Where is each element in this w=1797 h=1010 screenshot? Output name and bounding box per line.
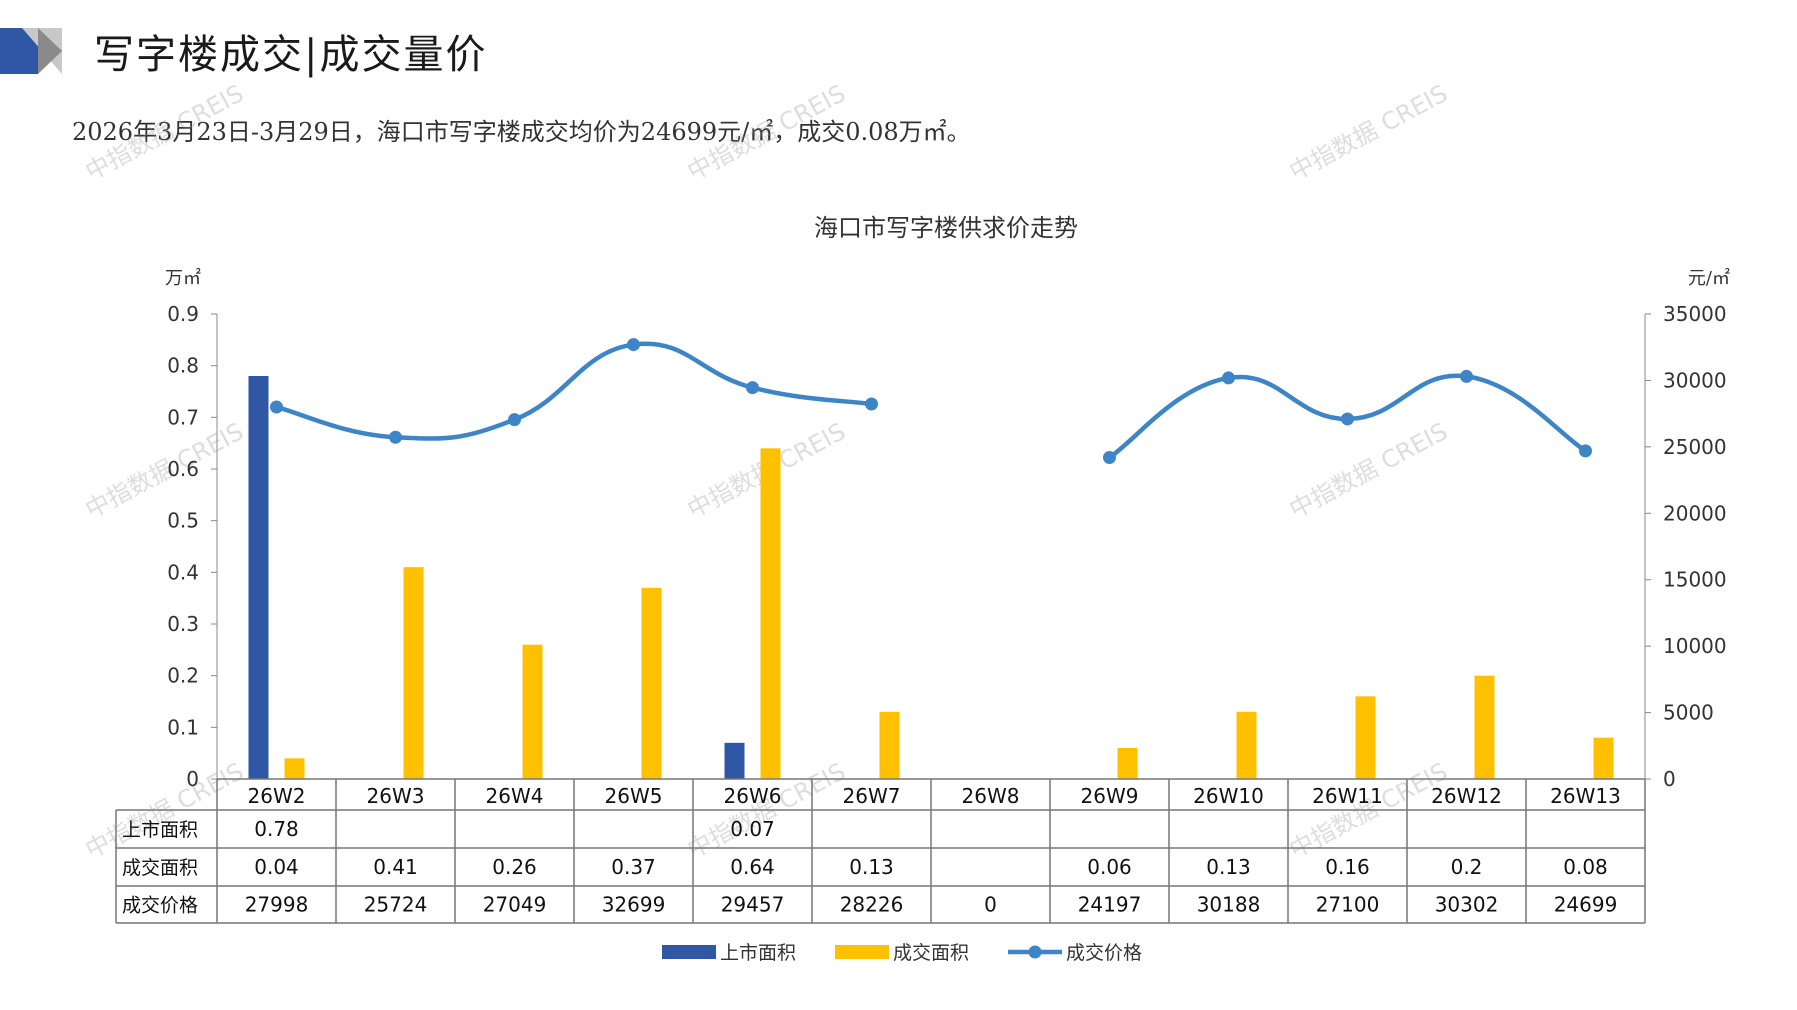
table-category-label: 26W4	[486, 784, 544, 808]
price-point	[1460, 369, 1473, 383]
price-point	[508, 413, 521, 427]
table-cell-value: 30302	[1435, 893, 1499, 917]
y-right-tick-label: 35000	[1663, 302, 1727, 326]
price-point	[865, 397, 878, 411]
table-cell-value: 30188	[1197, 893, 1261, 917]
table-category-label: 26W2	[248, 784, 306, 808]
y-left-tick-label: 0.4	[167, 560, 199, 584]
table-cell-value: 0.07	[730, 817, 775, 841]
y-left-tick-label: 0.7	[167, 405, 199, 429]
table-category-label: 26W10	[1193, 784, 1264, 808]
table-cell-value: 0.04	[254, 855, 299, 879]
table-row-header: 成交价格	[122, 895, 198, 917]
legend-label: 成交面积	[893, 942, 969, 964]
price-point	[270, 400, 283, 414]
y-left-tick-label: 0.5	[167, 509, 199, 533]
price-line	[274, 341, 874, 441]
table-cell-value: 0.13	[1206, 855, 1251, 879]
price-point	[1103, 451, 1116, 465]
price-point	[627, 338, 640, 352]
bar-listed-area	[724, 742, 745, 779]
table-cell-value: 25724	[364, 893, 428, 917]
table-cell-value: 0.2	[1451, 855, 1483, 879]
price-point	[1341, 412, 1354, 426]
table-cell-value: 0.16	[1325, 855, 1370, 879]
y-right-tick-label: 25000	[1663, 435, 1727, 459]
y-left-tick-label: 0.8	[167, 354, 199, 378]
y-right-tick-label: 15000	[1663, 568, 1727, 592]
y-left-tick-label: 0.9	[167, 302, 199, 326]
price-point	[1222, 371, 1235, 385]
table-cell-value: 24197	[1078, 893, 1142, 917]
bar-traded-area	[522, 644, 543, 779]
y-left-tick-label: 0	[186, 767, 199, 791]
table-cell-value: 0.64	[730, 855, 775, 879]
y-right-tick-label: 10000	[1663, 634, 1727, 658]
bar-traded-area	[1593, 737, 1614, 779]
bar-traded-area	[1117, 748, 1138, 779]
table-cell-value: 27049	[483, 893, 547, 917]
y-left-unit: 万㎡	[165, 267, 201, 289]
y-left-tick-label: 0.1	[167, 715, 199, 739]
table-cell-value: 28226	[840, 893, 904, 917]
price-point	[1579, 444, 1592, 458]
table-category-label: 26W12	[1431, 784, 1502, 808]
table-cell-value: 0.41	[373, 855, 418, 879]
y-left-tick-label: 0.2	[167, 664, 199, 688]
bar-traded-area	[760, 448, 781, 779]
y-left-tick-label: 0.6	[167, 457, 199, 481]
table-cell-value: 0.37	[611, 855, 656, 879]
legend-swatch-price-marker	[1028, 945, 1042, 959]
y-right-unit: 元/㎡	[1688, 267, 1730, 289]
bar-traded-area	[403, 567, 424, 779]
table-category-label: 26W6	[724, 784, 782, 808]
table-category-label: 26W8	[962, 784, 1020, 808]
y-right-tick-label: 30000	[1663, 368, 1727, 392]
price-point	[746, 381, 759, 395]
y-right-tick-label: 0	[1663, 767, 1676, 791]
table-cell-value: 0.06	[1087, 855, 1132, 879]
table-cell-value: 27998	[245, 893, 309, 917]
bar-traded-area	[1236, 711, 1257, 779]
legend-swatch-listed	[662, 945, 716, 959]
table-category-label: 26W5	[605, 784, 663, 808]
legend-label: 成交价格	[1066, 942, 1142, 964]
table-cell-value: 24699	[1554, 893, 1618, 917]
table-row-header: 上市面积	[122, 819, 198, 841]
table-category-label: 26W11	[1312, 784, 1383, 808]
table-category-label: 26W13	[1550, 784, 1621, 808]
bar-traded-area	[1474, 675, 1495, 779]
table-cell-value: 0.08	[1563, 855, 1608, 879]
bar-traded-area	[1355, 696, 1376, 779]
y-right-tick-label: 20000	[1663, 501, 1727, 525]
table-cell-value: 27100	[1316, 893, 1380, 917]
page-title: 写字楼成交|成交量价	[94, 32, 488, 78]
table-category-label: 26W3	[367, 784, 425, 808]
table-cell-value: 32699	[602, 893, 666, 917]
chart-title: 海口市写字楼供求价走势	[814, 214, 1078, 242]
legend-label: 上市面积	[720, 942, 796, 964]
bar-traded-area	[641, 587, 662, 779]
header-decoration	[0, 28, 62, 74]
table-category-label: 26W9	[1081, 784, 1139, 808]
y-left-tick-label: 0.3	[167, 612, 199, 636]
summary-text: 2026年3月23日-3月29日，海口市写字楼成交均价为24699元/㎡，成交0…	[72, 118, 971, 146]
table-row-header: 成交面积	[122, 857, 198, 879]
table-cell-value: 0.13	[849, 855, 894, 879]
bar-traded-area	[879, 711, 900, 779]
table-cell-value: 29457	[721, 893, 785, 917]
y-right-tick-label: 5000	[1663, 701, 1714, 725]
table-cell-value: 0.26	[492, 855, 537, 879]
table-cell-value: 0	[984, 893, 997, 917]
bar-listed-area	[248, 376, 269, 779]
legend-swatch-traded	[835, 945, 889, 959]
table-category-label: 26W7	[843, 784, 901, 808]
bar-traded-area	[284, 758, 305, 779]
price-point	[389, 430, 402, 444]
table-cell-value: 0.78	[254, 817, 299, 841]
